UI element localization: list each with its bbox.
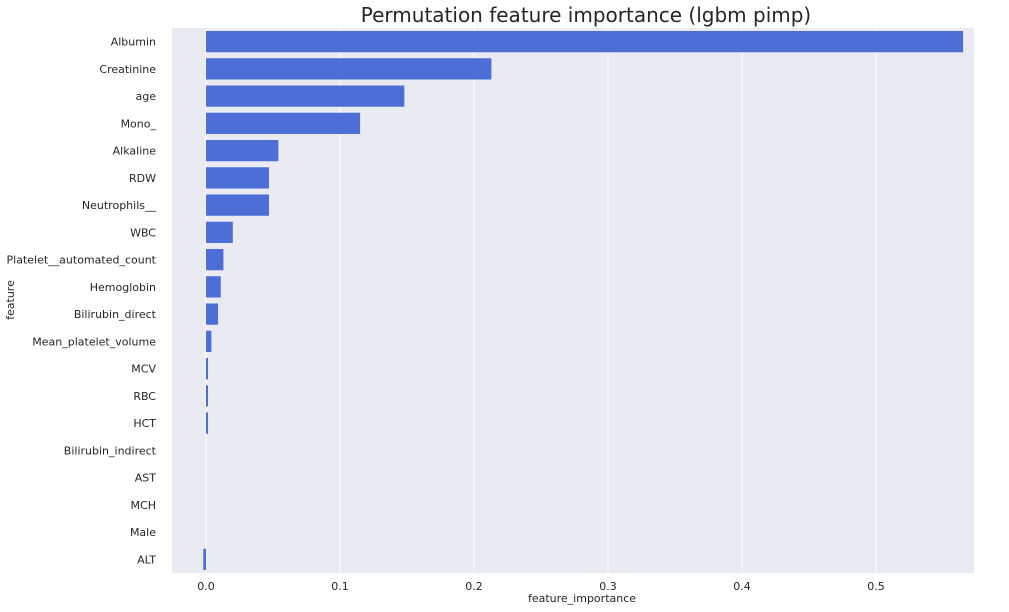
bar-mono — [206, 112, 361, 135]
y-category-labels: Albumin Creatinine age Mono_ Alkaline RDW Neut… — [7, 36, 157, 567]
y-category-label: HCT — [133, 417, 156, 430]
y-category-label: Creatinine — [99, 63, 156, 76]
x-tick-label: 0.1 — [331, 580, 349, 593]
y-axis-label: feature — [4, 280, 17, 320]
bar-alkaline — [206, 139, 279, 162]
y-category-label: ALT — [137, 553, 156, 566]
y-category-label: MCH — [131, 499, 156, 512]
plot-area — [172, 28, 974, 573]
bar-albumin — [206, 30, 964, 53]
bar-mean-platelet-volume — [206, 330, 212, 353]
x-tick-label: 0.5 — [867, 580, 885, 593]
y-category-label: Alkaline — [113, 145, 157, 158]
bar-mcv — [206, 357, 209, 380]
y-category-label: MCV — [131, 363, 156, 376]
x-tick-label: 0.3 — [599, 580, 617, 593]
y-category-label: Mono_ — [121, 117, 157, 130]
bar-wbc — [206, 221, 233, 244]
bar-creatinine — [206, 58, 492, 80]
y-category-label: WBC — [130, 226, 156, 239]
y-category-label: RDW — [129, 172, 156, 185]
bar-rbc — [206, 385, 209, 407]
y-category-label: RBC — [133, 390, 156, 403]
x-tick-label: 0.4 — [733, 580, 751, 593]
bar-rdw — [206, 167, 269, 189]
y-category-label: Bilirubin_direct — [74, 308, 157, 321]
chart-title: Permutation feature importance (lgbm pim… — [361, 3, 811, 27]
bars — [203, 30, 964, 571]
y-category-label: Male — [130, 526, 156, 539]
x-axis-label: feature_importance — [528, 592, 636, 605]
y-category-label: Platelet__automated_count — [7, 254, 157, 267]
bar-hemoglobin — [206, 276, 221, 298]
x-tick-labels: 0.0 0.1 0.2 0.3 0.4 0.5 — [197, 580, 885, 593]
y-category-label: Bilirubin_indirect — [64, 444, 157, 457]
y-category-label: Albumin — [111, 36, 156, 49]
y-category-label: Mean_platelet_volume — [32, 335, 156, 348]
bar-alt — [203, 548, 206, 571]
y-category-label: Hemoglobin — [90, 281, 156, 294]
bar-bilirubin-direct — [206, 303, 219, 325]
y-category-label: AST — [135, 472, 157, 485]
y-category-label: age — [136, 90, 157, 103]
bar-hct — [206, 412, 209, 434]
bar-neutrophils — [206, 194, 269, 216]
bar-age — [206, 85, 405, 107]
x-tick-label: 0.2 — [465, 580, 483, 593]
y-category-label: Neutrophils__ — [82, 199, 157, 212]
bar-platelet-automated-count — [206, 248, 224, 271]
x-tick-label: 0.0 — [197, 580, 215, 593]
